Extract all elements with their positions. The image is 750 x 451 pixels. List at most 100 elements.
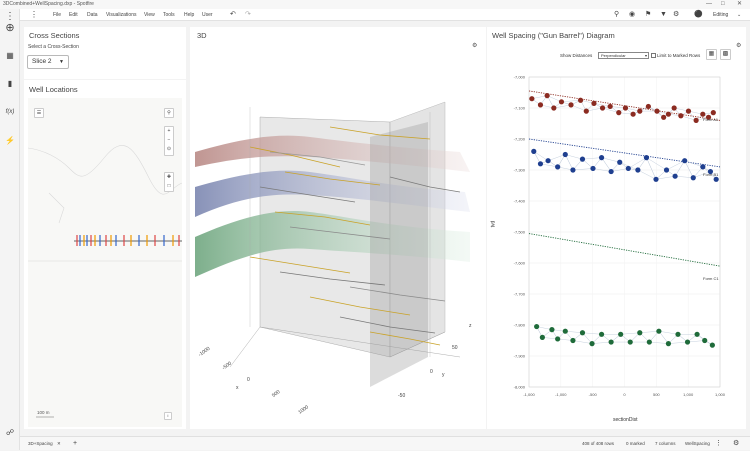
well-point (617, 159, 623, 165)
menu-visualizations[interactable]: Visualizations (106, 12, 137, 18)
formation-surface-a (195, 135, 470, 172)
status-bar: 3D+Spacing ✕ + 408 of 408 rows 0 marked … (20, 436, 750, 450)
x-tick-label: -1,000 (523, 392, 535, 397)
tab-close-icon[interactable]: ✕ (57, 441, 61, 446)
gun-barrel-title: Well Spacing ("Gun Barrel") Diagram (492, 31, 615, 40)
spacing-line (646, 157, 667, 171)
flash-icon[interactable]: ⚡ (5, 136, 15, 145)
data-table-icon[interactable]: ▦ (6, 51, 14, 60)
spacing-line (547, 95, 562, 102)
menu-help[interactable]: Help (184, 12, 195, 18)
spacing-line (601, 157, 620, 163)
connection-icon[interactable]: ☍ (5, 428, 15, 437)
zoom-controls[interactable]: + − ⊙ (164, 126, 174, 156)
well-point (579, 330, 586, 336)
well-locations-title: Well Locations (29, 85, 78, 94)
well-point (675, 331, 681, 337)
cross-sections-title: Cross Sections (29, 31, 80, 40)
redo-icon[interactable]: ↷ (245, 11, 251, 18)
spacing-line (649, 341, 669, 344)
y-tick-label: -7,400 (514, 199, 526, 204)
well-point (671, 105, 677, 111)
formation-line (528, 138, 721, 168)
show-distances-select[interactable]: Perpendicular ▾ (598, 52, 649, 59)
y-axis-label: tvd (490, 220, 497, 228)
well-point (645, 103, 651, 110)
well-point (577, 97, 584, 103)
y-tick-label: -7,500 (514, 230, 526, 235)
spacing-line (582, 332, 602, 335)
maximize-icon[interactable]: □ (721, 1, 725, 7)
close-icon[interactable]: ✕ (737, 1, 743, 7)
menu-user[interactable]: User (202, 12, 213, 18)
well-locations-cluster[interactable] (74, 235, 182, 246)
menu-view[interactable]: View (144, 12, 155, 18)
spacing-line (628, 157, 647, 169)
filter-icon[interactable]: ▼ (660, 11, 667, 18)
data-table-name[interactable]: WellSpacing (685, 441, 710, 446)
y-tick-label: -7,200 (514, 137, 526, 142)
add-icon[interactable]: ⊕ (5, 22, 15, 34)
well-point (685, 108, 692, 114)
spacing-line (693, 171, 711, 178)
map-info-icon[interactable]: i (164, 412, 172, 420)
add-page-icon[interactable]: + (73, 440, 78, 447)
app-menu-icon[interactable]: ⋮ (5, 11, 15, 22)
3d-scene[interactable] (190, 27, 486, 429)
well-point (700, 164, 706, 170)
well-point (622, 105, 629, 111)
bookmark-icon[interactable]: ⚑ (645, 11, 652, 18)
more-menu-icon[interactable]: ⋮ (30, 10, 38, 19)
table-menu-icon[interactable]: ⋮ (715, 440, 722, 447)
spacing-line (565, 154, 583, 160)
gun-barrel-settings-icon[interactable]: ⚙ (736, 43, 742, 49)
well-point (529, 96, 535, 102)
selection-tools[interactable]: ✚ □ (164, 172, 174, 192)
x-tick-label: 1,000 (683, 392, 694, 397)
cross-section-dropdown[interactable]: Slice 2 ▼ (27, 55, 69, 69)
x-tick-label: -1,000 (555, 392, 567, 397)
notifications-icon[interactable]: ⚫ (694, 11, 703, 18)
mode-label[interactable]: Editing (713, 12, 729, 18)
well-point (694, 331, 700, 337)
gun-barrel-panel: Well Spacing ("Gun Barrel") Diagram ⚙ Sh… (487, 27, 746, 429)
spacing-line (675, 176, 694, 178)
spacing-line (680, 115, 697, 121)
3d-settings-icon[interactable]: ⚙ (472, 43, 478, 49)
undo-icon[interactable]: ↶ (230, 11, 236, 18)
collaboration-icon[interactable]: ◉ (629, 11, 636, 18)
map-search-icon[interactable]: ⚲ (164, 108, 174, 118)
y-tick-label: -7,600 (514, 261, 526, 266)
menu-file[interactable]: File (53, 12, 62, 18)
select-mode-icon[interactable]: ▦ (706, 49, 717, 60)
menu-tools[interactable]: Tools (163, 12, 175, 18)
spacing-line (602, 107, 619, 113)
refresh-icon[interactable]: ⚙ (733, 440, 740, 447)
menu-data[interactable]: Data (87, 12, 98, 18)
visualization-icon[interactable]: ▮ (7, 79, 13, 88)
well-point (539, 334, 545, 340)
well-map[interactable] (24, 98, 186, 429)
y-tick-label: -8,000 (514, 385, 526, 390)
chevron-down-icon[interactable]: ⌄ (737, 12, 742, 18)
well-point (672, 173, 678, 179)
function-icon[interactable]: f(x) (5, 109, 15, 115)
menu-edit[interactable]: Edit (69, 12, 78, 18)
gun-barrel-chart[interactable]: -7,000 -7,100 -7,200 -7,300 -7,400 -7,500 -7,6… (487, 61, 746, 429)
cross-sections-panel: Cross Sections Select a Cross-Section Sl… (24, 27, 186, 79)
well-point (531, 148, 537, 154)
rectangle-select-icon[interactable]: ▩ (720, 49, 731, 60)
layers-icon[interactable]: ☰ (34, 108, 44, 118)
well-point (537, 161, 544, 167)
limit-marked-checkbox[interactable] (651, 53, 656, 58)
well-point (678, 113, 684, 119)
well-point (702, 337, 708, 344)
minimize-icon[interactable]: — (706, 1, 712, 7)
well-point (562, 328, 568, 334)
spacing-line (658, 331, 679, 335)
search-icon[interactable]: ⚲ (614, 11, 620, 18)
cross-section-selected: Slice 2 (32, 58, 52, 65)
page-tab-label[interactable]: 3D+Spacing (28, 441, 53, 446)
x-tick-label: 0 (247, 377, 250, 383)
settings-icon[interactable]: ⚙ (673, 11, 680, 18)
